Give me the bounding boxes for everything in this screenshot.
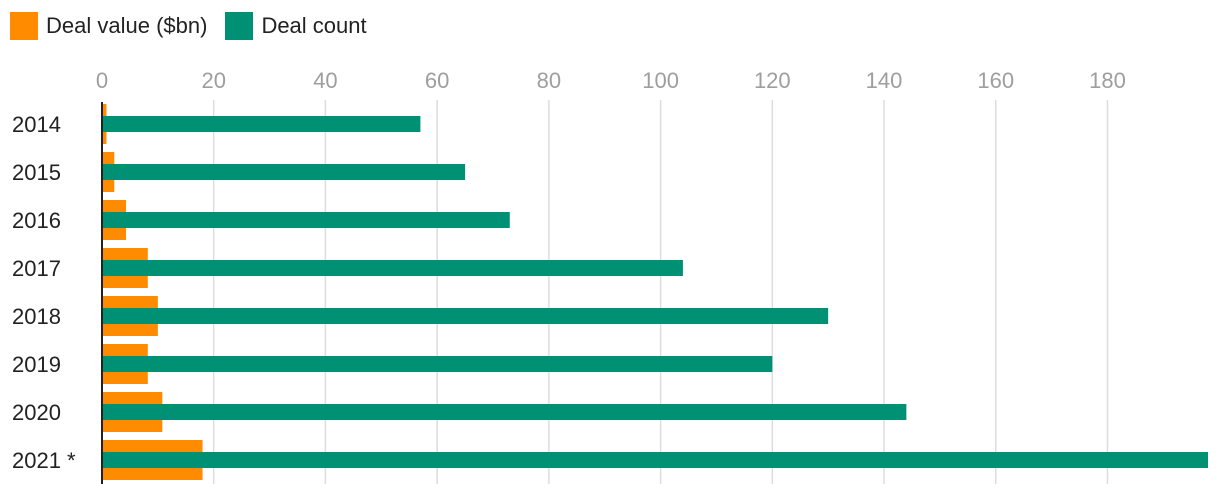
bar-deal-value-top-2021 xyxy=(102,440,203,452)
category-label-2017: 2017 xyxy=(12,256,61,281)
category-label-2014: 2014 xyxy=(12,112,61,137)
legend-item-deal-count: Deal count xyxy=(225,12,367,40)
bar-deal-count-2021 xyxy=(102,452,1208,468)
bar-deal-value-bottom-2018 xyxy=(102,324,158,336)
legend-swatch-deal-count xyxy=(225,12,254,40)
category-label-2015: 2015 xyxy=(12,160,61,185)
x-tick-label-40: 40 xyxy=(313,68,337,93)
bar-deal-value-bottom-2017 xyxy=(102,276,148,288)
bar-deal-value-bottom-2020 xyxy=(102,420,163,432)
legend-label-deal-count: Deal count xyxy=(261,13,367,38)
bar-deal-count-2014 xyxy=(102,116,421,132)
x-tick-label-80: 80 xyxy=(537,68,561,93)
bar-deal-value-top-2014 xyxy=(102,104,107,116)
bar-deal-count-2015 xyxy=(102,164,466,180)
legend-label-deal-value: Deal value ($bn) xyxy=(46,13,208,38)
bar-deal-value-top-2020 xyxy=(102,392,163,404)
bar-deal-value-top-2018 xyxy=(102,296,158,308)
x-tick-label-0: 0 xyxy=(96,68,108,93)
legend: Deal value ($bn) Deal count xyxy=(10,12,367,40)
bar-deal-value-top-2016 xyxy=(102,200,127,212)
bar-deal-value-top-2019 xyxy=(102,344,148,356)
legend-item-deal-value: Deal value ($bn) xyxy=(10,12,207,40)
bar-deal-value-bottom-2019 xyxy=(102,372,148,384)
x-tick-label-60: 60 xyxy=(425,68,449,93)
bar-deal-count-2017 xyxy=(102,260,683,276)
bar-deal-count-2016 xyxy=(102,212,510,228)
bar-deal-count-2019 xyxy=(102,356,773,372)
bar-deal-value-bottom-2014 xyxy=(102,132,107,144)
category-label-2020: 2020 xyxy=(12,400,61,425)
x-tick-label-140: 140 xyxy=(866,68,903,93)
bar-deal-value-bottom-2021 xyxy=(102,468,203,480)
x-tick-label-160: 160 xyxy=(977,68,1014,93)
category-label-2021: 2021 * xyxy=(12,448,76,473)
x-tick-label-180: 180 xyxy=(1089,68,1126,93)
legend-swatch-deal-value xyxy=(10,12,38,40)
category-label-2016: 2016 xyxy=(12,208,61,233)
bar-deal-count-2018 xyxy=(102,308,829,324)
bar-deal-count-2020 xyxy=(102,404,907,420)
category-label-2018: 2018 xyxy=(12,304,61,329)
bar-deal-value-bottom-2015 xyxy=(102,180,115,192)
bar-deal-value-top-2015 xyxy=(102,152,115,164)
bar-deal-value-top-2017 xyxy=(102,248,148,260)
x-tick-label-100: 100 xyxy=(642,68,679,93)
x-tick-label-20: 20 xyxy=(201,68,225,93)
category-label-2019: 2019 xyxy=(12,352,61,377)
bar-deal-value-bottom-2016 xyxy=(102,228,127,240)
x-tick-label-120: 120 xyxy=(754,68,791,93)
